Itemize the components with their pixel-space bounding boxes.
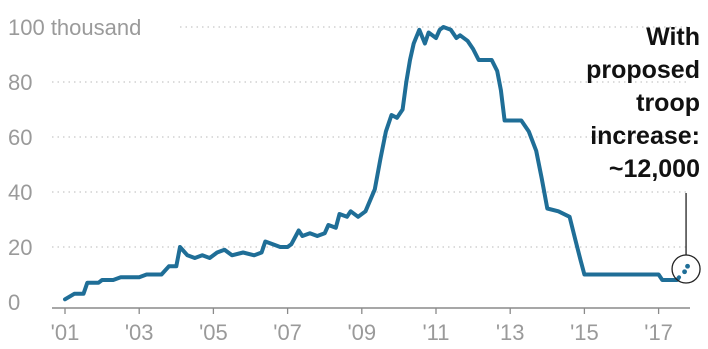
x-tick-label-2017: '17 <box>644 320 673 345</box>
gridlines <box>52 26 688 248</box>
x-tick-label-2009: '09 <box>347 320 376 345</box>
projection-points <box>682 263 690 275</box>
x-tick-label-2001: '01 <box>51 320 80 345</box>
annotation-line-3: increase: <box>590 122 700 150</box>
x-tick-label-2003: '03 <box>125 320 154 345</box>
y-tick-label-40: 40 <box>8 180 32 205</box>
troop-level-line <box>63 25 681 302</box>
x-axis-tick-labels: '01 '03 '05 '07 '09 '11 '13 '15 '17 <box>51 320 673 345</box>
projection-highlight-circle <box>671 254 701 284</box>
y-tick-label-60: 60 <box>8 125 32 150</box>
y-tick-label-100: 100 thousand <box>8 15 141 40</box>
x-tick-label-2005: '05 <box>199 320 228 345</box>
y-tick-label-0: 0 <box>8 290 20 315</box>
annotation-line-0: With <box>646 23 700 51</box>
annotation-line-1: proposed <box>586 56 700 84</box>
projection-point-1 <box>685 263 690 269</box>
annotation-line-2: troop <box>636 89 700 117</box>
annotation-text: With proposed troop increase: ~12,000 <box>586 23 700 183</box>
x-tick-label-2015: '15 <box>570 320 599 345</box>
x-tick-label-2013: '13 <box>496 320 525 345</box>
x-axis-tick-marks <box>64 308 660 314</box>
x-tick-label-2007: '07 <box>273 320 302 345</box>
y-tick-label-80: 80 <box>8 70 32 95</box>
projection-point-0 <box>682 269 687 275</box>
y-tick-label-20: 20 <box>8 235 32 260</box>
annotation-line-4: ~12,000 <box>609 155 700 183</box>
y-axis-tick-labels: 0 20 40 60 80 100 thousand <box>8 15 141 315</box>
x-tick-label-2011: '11 <box>422 320 449 345</box>
